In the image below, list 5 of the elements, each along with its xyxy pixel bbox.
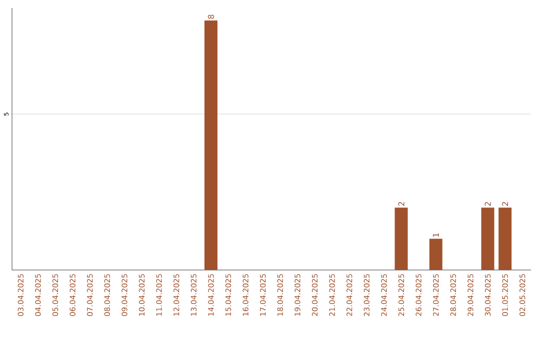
data-label: 2: [502, 202, 508, 206]
data-label: 2: [484, 202, 491, 206]
data-label: 8: [208, 14, 214, 19]
data-label: 1: [432, 233, 439, 237]
data-label: 2: [398, 202, 404, 206]
